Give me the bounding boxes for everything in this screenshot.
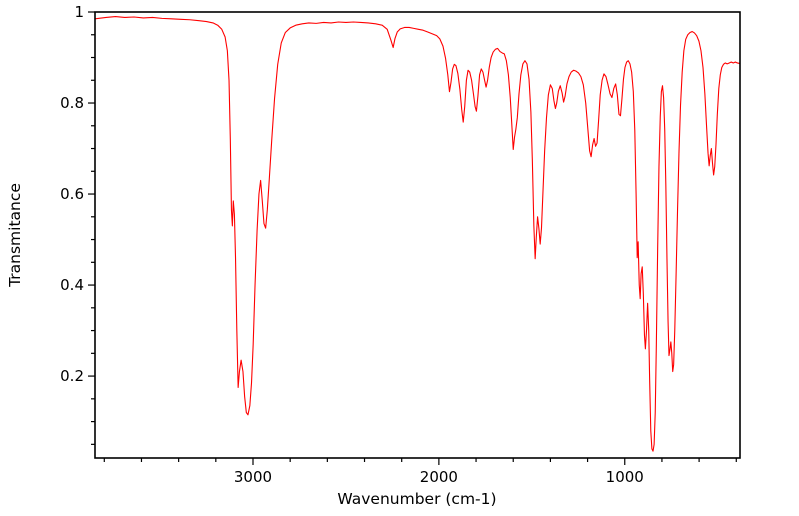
major-ticks xyxy=(88,11,626,465)
x-tick-label: 1000 xyxy=(606,468,644,486)
plot-background xyxy=(95,12,740,458)
y-tick-label: 0.8 xyxy=(60,94,84,112)
y-tick-label: 0.4 xyxy=(60,276,84,294)
x-tick-label: 2000 xyxy=(420,468,458,486)
x-axis-label: Wavenumber (cm-1) xyxy=(337,490,496,508)
x-tick-labels: 3000 2000 1000 xyxy=(234,468,644,486)
y-tick-label: 1 xyxy=(74,3,84,21)
y-axis-label: Transmitance xyxy=(6,183,24,288)
spectrum-curve xyxy=(95,16,740,452)
y-tick-label: 0.2 xyxy=(60,367,84,385)
plot-border xyxy=(94,11,741,459)
y-tick-labels: 0.2 0.4 0.6 0.8 1 xyxy=(60,3,84,385)
y-tick-label: 0.6 xyxy=(60,185,84,203)
x-tick-label: 3000 xyxy=(234,468,272,486)
